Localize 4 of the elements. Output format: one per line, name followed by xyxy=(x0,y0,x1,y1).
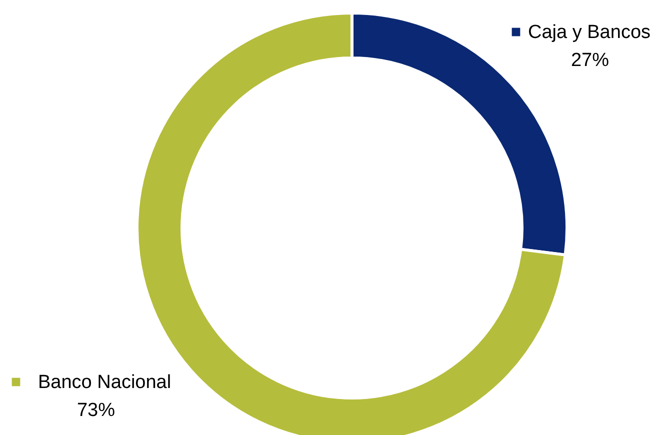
data-label: 27% xyxy=(570,50,610,71)
data-label: 73% xyxy=(76,400,116,421)
legend-label: Caja y Bancos xyxy=(528,22,651,43)
legend-label: Banco Nacional xyxy=(38,372,172,393)
